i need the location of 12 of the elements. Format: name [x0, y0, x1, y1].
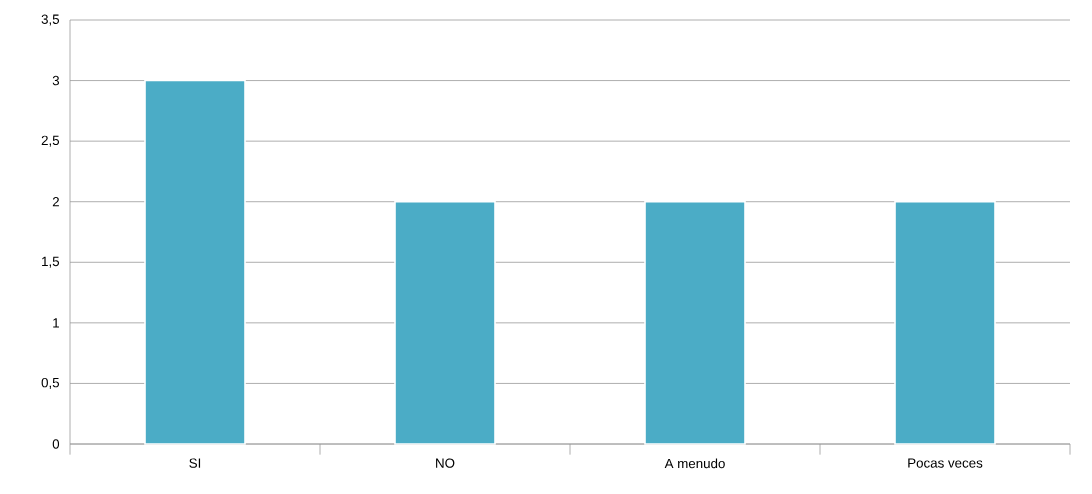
y-tick-label: 2 [52, 197, 59, 207]
y-tick-label: 3 [52, 75, 60, 86]
x-tick-label: Pocas veces [908, 458, 983, 468]
y-tick-label: 3,5 [41, 14, 60, 26]
x-tick-label: A menudo [664, 458, 725, 469]
x-tick-label: NO [436, 458, 455, 468]
y-tick-label: 2,5 [41, 135, 60, 147]
y-tick-label: 0,5 [41, 377, 60, 389]
y-tick-label: 1,5 [42, 256, 60, 268]
y-tick-label: 0 [52, 439, 60, 449]
x-tick-label: SI [189, 458, 201, 468]
y-tick-label: 1 [53, 318, 59, 328]
